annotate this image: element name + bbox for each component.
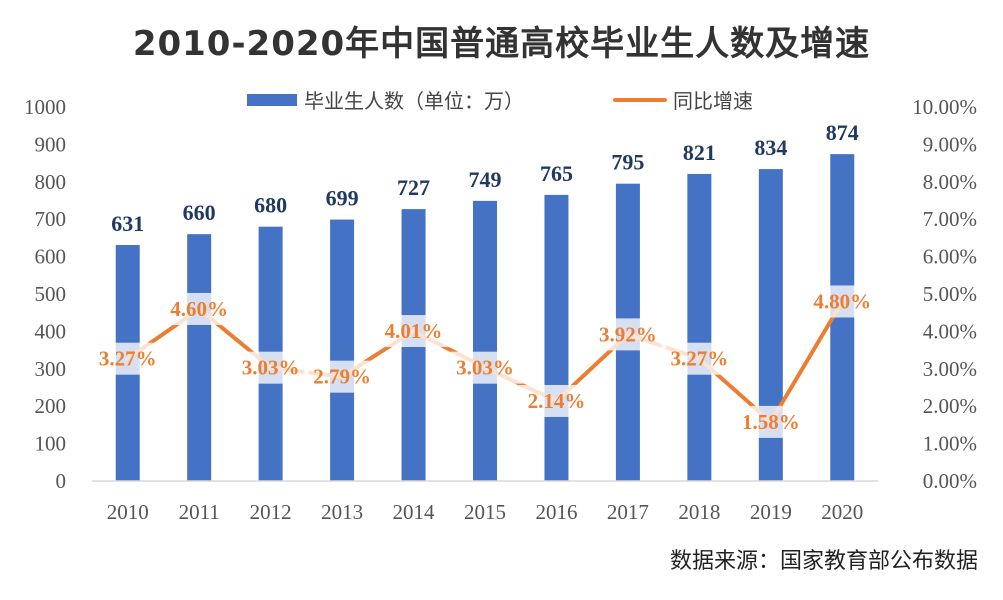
right-axis: 0.00% 1.00% 2.00% 3.00% 4.00% 5.00% 6.00% 7.00%… <box>912 95 977 493</box>
chart-title: 2010-2020年中国普通高校毕业生人数及增速 <box>132 24 871 64</box>
bar-value-label: 631 <box>111 211 144 236</box>
right-axis-tick-label: 1.00% <box>923 432 977 456</box>
legend-bar-label: 毕业生人数（单位：万） <box>304 89 524 113</box>
legend: 毕业生人数（单位：万） 同比增速 <box>247 89 753 113</box>
left-axis-tick-label: 700 <box>35 207 67 231</box>
rate-label-background <box>89 342 166 375</box>
left-axis-tick-label: 500 <box>35 282 67 306</box>
x-axis-tick-label: 2015 <box>464 500 506 524</box>
left-axis-tick-label: 900 <box>35 132 67 156</box>
right-axis-tick-label: 8.00% <box>923 170 977 194</box>
bar-2015 <box>473 200 497 481</box>
bar-labels: 631 660 680 699 727 749 765 795 821 834 874 <box>111 120 859 236</box>
bar-value-label: 834 <box>754 135 787 160</box>
x-axis-tick-label: 2017 <box>607 500 649 524</box>
left-axis-tick-label: 300 <box>35 357 67 381</box>
right-axis-tick-label: 4.00% <box>923 319 977 343</box>
rate-value-label: 3.03% <box>242 356 300 380</box>
right-axis-tick-label: 7.00% <box>923 207 977 231</box>
left-axis-tick-label: 100 <box>35 432 67 456</box>
left-axis: 0 100 200 300 400 500 600 700 800 900 1000 <box>24 95 66 493</box>
rate-label-background <box>589 318 666 351</box>
x-axis-tick-label: 2016 <box>535 500 577 524</box>
rate-label-background <box>732 405 809 438</box>
left-axis-tick-label: 200 <box>35 394 67 418</box>
bar-value-label: 765 <box>540 161 573 186</box>
right-axis-tick-label: 10.00% <box>912 95 977 119</box>
legend-line-label: 同比增速 <box>673 89 753 113</box>
x-axis: 2010 2011 2012 2013 2014 2015 2016 2017 2018 2019… <box>92 480 878 524</box>
x-axis-tick-label: 2014 <box>393 500 436 524</box>
rate-value-label: 3.27% <box>99 347 157 371</box>
rate-value-label: 2.79% <box>313 365 371 389</box>
right-axis-tick-label: 6.00% <box>923 245 977 269</box>
bar-value-label: 749 <box>469 167 502 192</box>
x-axis-tick-label: 2019 <box>750 500 792 524</box>
rate-label-background <box>661 342 738 375</box>
left-axis-tick-label: 800 <box>35 170 67 194</box>
bar-value-label: 821 <box>683 140 716 165</box>
x-axis-tick-label: 2018 <box>678 500 720 524</box>
bar-value-label: 699 <box>326 186 359 211</box>
rate-label-background <box>447 351 523 384</box>
legend-bar-swatch <box>247 94 297 106</box>
right-axis-tick-label: 3.00% <box>923 357 977 381</box>
bar-value-label: 874 <box>826 120 859 145</box>
rate-value-label: 4.80% <box>813 289 871 313</box>
rate-label-background <box>161 292 238 325</box>
bar-2011 <box>187 234 212 481</box>
data-source-note: 数据来源：国家教育部公布数据 <box>669 549 978 574</box>
x-axis-tick-label: 2012 <box>250 500 292 524</box>
rate-value-label: 4.01% <box>385 319 443 343</box>
left-axis-tick-label: 0 <box>56 469 67 493</box>
x-axis-tick-label: 2011 <box>179 500 220 524</box>
rate-labels: 3.27% 4.60% 3.03% 2.79% 4.01% 3.03% 2.14% 3.92%… <box>89 285 881 438</box>
left-axis-tick-label: 1000 <box>24 95 66 119</box>
rate-label-background <box>304 360 381 393</box>
right-axis-tick-label: 5.00% <box>923 282 977 306</box>
bar-2013 <box>330 219 355 481</box>
rate-label-background <box>232 351 309 384</box>
rate-label-background <box>518 384 595 417</box>
bar-value-label: 680 <box>254 193 287 218</box>
right-axis-tick-label: 2.00% <box>923 394 977 418</box>
bar-value-label: 795 <box>611 150 644 175</box>
right-axis-tick-label: 9.00% <box>923 132 977 156</box>
bar-2016 <box>544 194 569 481</box>
bar-value-label: 727 <box>397 175 430 200</box>
rate-value-label: 3.27% <box>670 347 728 371</box>
rate-label-background <box>804 285 881 318</box>
x-axis-tick-label: 2013 <box>321 500 363 524</box>
bar-2018 <box>687 173 712 482</box>
left-axis-tick-label: 400 <box>35 319 67 343</box>
rate-value-label: 2.14% <box>528 389 586 413</box>
left-axis-tick-label: 600 <box>35 245 67 269</box>
right-axis-tick-label: 0.00% <box>923 469 977 493</box>
x-axis-tick-label: 2010 <box>107 500 149 524</box>
x-axis-tick-label: 2020 <box>821 500 863 524</box>
rate-value-label: 1.58% <box>742 410 800 434</box>
rate-value-label: 3.03% <box>456 356 514 380</box>
rate-value-label: 4.60% <box>170 297 228 321</box>
bar-value-label: 660 <box>183 200 216 225</box>
rate-value-label: 3.92% <box>599 322 657 346</box>
rate-label-background <box>375 315 452 348</box>
